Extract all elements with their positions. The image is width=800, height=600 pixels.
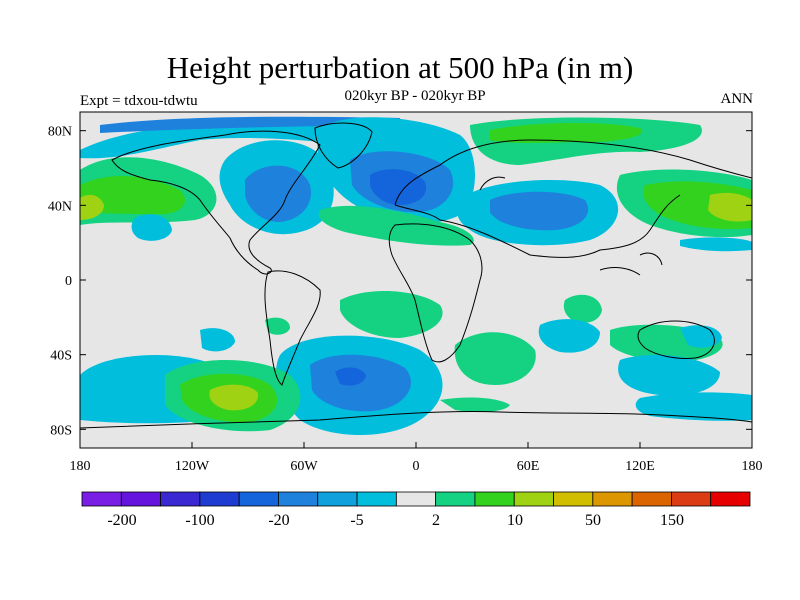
latitude-tick-label: 40S [50,349,72,364]
colorbar-box [435,491,476,507]
colorbar-box [474,491,515,507]
map-subtitle: 020kyr BP - 020kyr BP [344,88,486,104]
season-label: ANN [720,91,754,107]
latitude-tick-label: 40N [48,199,72,214]
experiment-label: Expt = tdxou-tdwtu [80,93,198,109]
colorbar-box [199,491,240,507]
colorbar-box [553,491,594,507]
latitude-axis: 80N 40N 0 40S 80S [48,125,752,438]
contour-fields [80,116,752,435]
colorbar-box [278,491,319,507]
coastlines [80,122,752,429]
colorbar-label: -5 [350,512,363,529]
colorbar-box [395,491,437,507]
colorbar-box [317,491,358,507]
longitude-tick-label: 120E [625,459,655,474]
colorbar-box [631,491,672,507]
longitude-tick-label: 120W [175,459,210,474]
colorbar-label: -200 [107,512,136,529]
colorbar-box [160,491,201,507]
colorbar-box [120,491,161,507]
colorbar-box [710,491,751,507]
colorbar-label: 10 [507,512,523,529]
colorbar-labels: -200 -100 -20 -5 2 10 50 150 [107,512,684,529]
colorbar-box [238,491,279,507]
longitude-axis: 180 120W 60W 0 60E 120E 180 [70,442,763,474]
longitude-tick-label: 60W [290,459,318,474]
latitude-tick-label: 0 [65,274,72,289]
colorbar-label: -100 [185,512,214,529]
longitude-tick-label: 0 [413,459,420,474]
colorbar-label: 2 [432,512,440,529]
colorbar-boxes [81,491,751,507]
longitude-tick-label: 60E [517,459,540,474]
map-title: Height perturbation at 500 hPa (in m) [166,50,634,85]
colorbar-box [513,491,554,507]
colorbar-box [356,491,397,507]
colorbar-label: 150 [660,512,684,529]
latitude-tick-label: 80N [48,125,72,140]
longitude-tick-label: 180 [70,459,91,474]
colorbar-box [81,491,122,507]
colorbar-box [671,491,712,507]
longitude-tick-label: 180 [742,459,763,474]
latitude-tick-label: 80S [50,423,72,438]
colorbar-label: 50 [585,512,601,529]
colorbar-box [592,491,633,507]
colorbar-label: -20 [268,512,289,529]
